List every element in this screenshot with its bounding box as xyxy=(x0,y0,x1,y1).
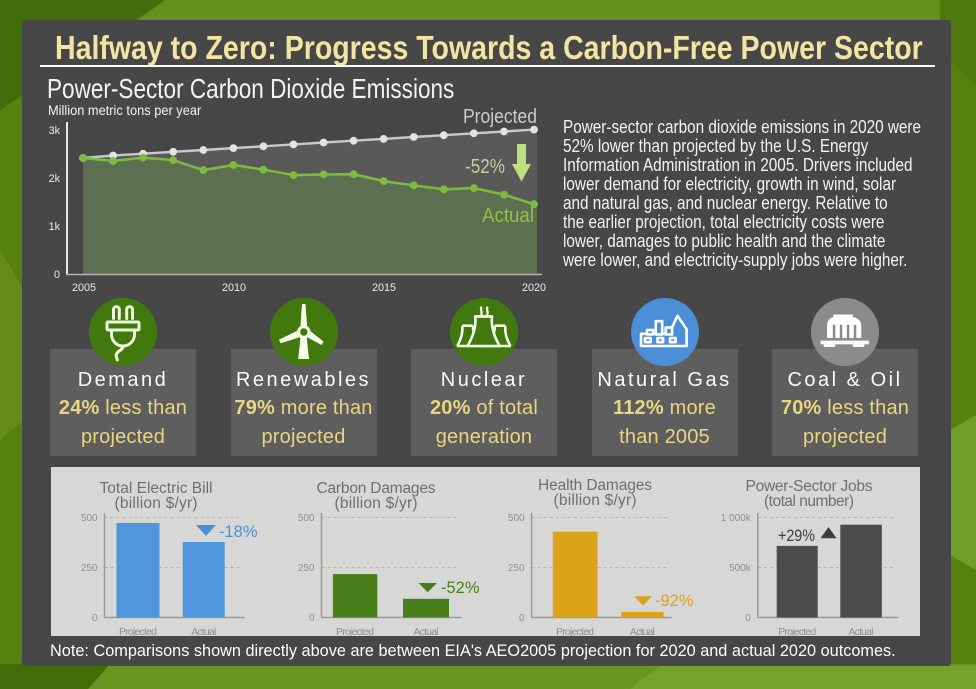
svg-text:0: 0 xyxy=(91,613,97,624)
svg-text:2020: 2020 xyxy=(522,282,546,294)
svg-text:Projected: Projected xyxy=(336,626,374,636)
svg-text:-52%: -52% xyxy=(465,156,505,178)
svg-text:1k: 1k xyxy=(49,221,61,233)
svg-text:-18%: -18% xyxy=(219,523,258,541)
svg-text:+29%: +29% xyxy=(778,527,815,545)
svg-text:-92%: -92% xyxy=(655,592,694,610)
svg-text:0: 0 xyxy=(54,269,60,281)
svg-text:Projected: Projected xyxy=(119,626,157,636)
svg-text:500: 500 xyxy=(80,513,97,524)
svg-text:250: 250 xyxy=(297,563,314,574)
svg-text:500k: 500k xyxy=(729,563,752,574)
svg-text:2k: 2k xyxy=(49,173,61,185)
svg-text:Actual: Actual xyxy=(848,626,873,636)
svg-text:Projected: Projected xyxy=(463,106,537,128)
svg-text:Total Electric Bill: Total Electric Bill xyxy=(99,480,212,497)
svg-text:0: 0 xyxy=(308,613,314,624)
svg-text:500: 500 xyxy=(507,513,524,524)
svg-text:Power-Sector Jobs: Power-Sector Jobs xyxy=(745,478,872,495)
svg-text:Projected: Projected xyxy=(778,626,816,636)
svg-text:250: 250 xyxy=(507,563,524,574)
svg-text:Health Damages: Health Damages xyxy=(538,477,652,494)
svg-text:Carbon Damages: Carbon Damages xyxy=(316,480,435,497)
svg-text:500: 500 xyxy=(297,513,314,524)
svg-text:2010: 2010 xyxy=(222,282,246,294)
svg-text:Projected: Projected xyxy=(556,626,594,636)
svg-text:3k: 3k xyxy=(49,125,61,137)
svg-text:Actual: Actual xyxy=(482,205,534,227)
svg-text:(total number): (total number) xyxy=(764,493,854,510)
svg-text:1 000k: 1 000k xyxy=(720,513,751,524)
svg-text:(billion $/yr): (billion $/yr) xyxy=(114,495,197,512)
svg-text:0: 0 xyxy=(745,613,751,624)
svg-text:(billion $/yr): (billion $/yr) xyxy=(334,495,417,512)
svg-text:250: 250 xyxy=(80,563,97,574)
svg-text:0: 0 xyxy=(519,613,525,624)
svg-text:2015: 2015 xyxy=(372,282,396,294)
svg-text:Actual: Actual xyxy=(191,626,216,636)
svg-text:(billion $/yr): (billion $/yr) xyxy=(553,492,636,509)
svg-text:Actual: Actual xyxy=(413,626,438,636)
svg-text:Actual: Actual xyxy=(629,626,654,636)
svg-text:-52%: -52% xyxy=(441,579,480,597)
svg-text:2005: 2005 xyxy=(72,282,96,294)
